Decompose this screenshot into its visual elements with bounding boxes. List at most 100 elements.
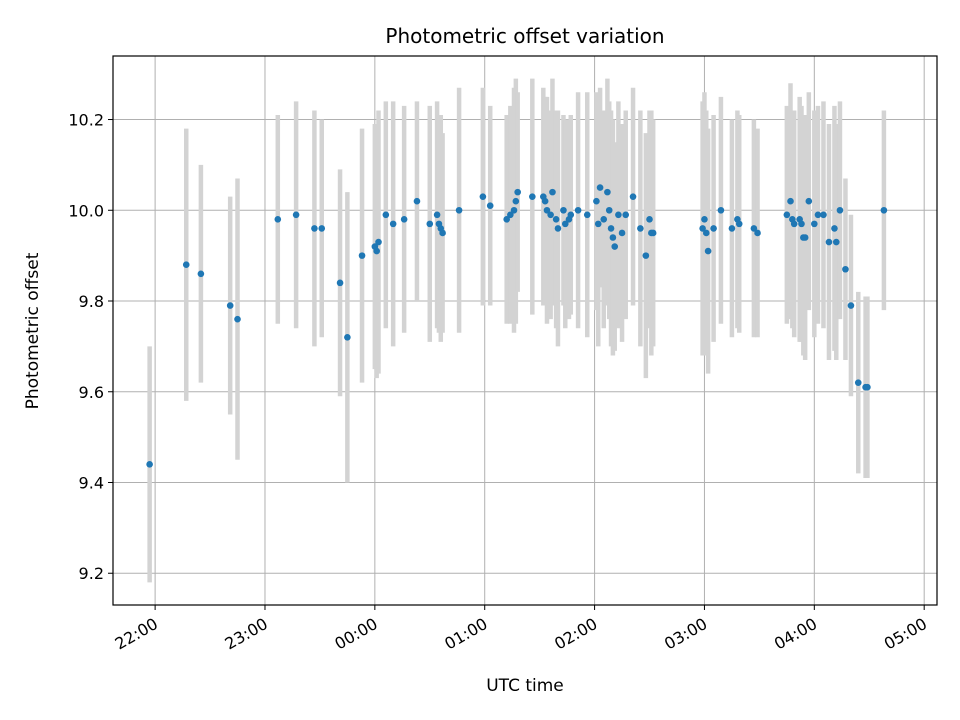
y-tick-label: 10.0	[68, 201, 104, 220]
chart-title: Photometric offset variation	[385, 24, 664, 48]
data-point	[629, 193, 637, 200]
data-point	[358, 252, 366, 259]
x-axis-ticks: 22:00 23:00 00:00 01:00 02:00 03:00 04:00 05:00	[112, 605, 930, 654]
data-point	[790, 220, 798, 228]
data-point	[336, 279, 344, 287]
error-bars	[147, 78, 887, 583]
data-point	[842, 265, 849, 273]
data-point	[783, 211, 791, 219]
data-point	[710, 225, 717, 232]
data-point	[836, 206, 844, 214]
data-point	[554, 225, 562, 232]
data-point	[510, 206, 518, 214]
data-point	[618, 229, 626, 237]
x-tick-label: 01:00	[441, 614, 490, 654]
x-tick-label: 04:00	[771, 614, 820, 654]
data-point	[754, 229, 761, 237]
data-point	[413, 197, 421, 205]
data-point	[825, 238, 833, 246]
data-point	[594, 220, 602, 228]
data-point	[864, 383, 871, 391]
x-tick-label: 22:00	[112, 614, 161, 654]
data-point	[274, 216, 282, 223]
x-axis-label: UTC time	[486, 676, 564, 696]
data-point	[567, 211, 575, 219]
data-point	[561, 220, 569, 228]
data-point	[831, 225, 838, 232]
data-point	[699, 225, 706, 232]
data-point	[702, 229, 710, 237]
data-point	[854, 379, 862, 386]
data-point	[507, 211, 514, 219]
y-axis-ticks: 9.2 9.4 9.6 9.8 10.0 10.2	[68, 111, 113, 583]
x-tick-label: 02:00	[551, 614, 600, 654]
data-point	[607, 225, 615, 232]
data-point	[604, 188, 611, 196]
data-point	[805, 197, 813, 205]
y-tick-label: 10.2	[68, 111, 104, 130]
data-point	[642, 252, 650, 259]
data-point	[811, 220, 818, 228]
data-point	[787, 197, 794, 205]
data-point	[583, 211, 591, 219]
data-point	[832, 238, 840, 246]
data-point	[605, 206, 613, 214]
y-tick-label: 9.2	[79, 564, 104, 583]
data-point	[552, 216, 560, 223]
data-point	[514, 188, 521, 196]
data-point	[649, 229, 657, 237]
data-point	[593, 197, 600, 205]
y-tick-label: 9.4	[79, 473, 104, 492]
data-point	[547, 211, 554, 219]
data-point	[311, 225, 318, 232]
data-point	[400, 216, 408, 223]
y-axis-label: Photometric offset	[23, 252, 43, 409]
data-point	[512, 197, 520, 205]
data-point	[197, 270, 205, 278]
data-point	[375, 238, 382, 246]
data-point	[486, 202, 494, 210]
data-point	[596, 184, 604, 191]
data-point	[801, 234, 809, 241]
data-point	[637, 225, 644, 232]
data-point	[344, 334, 351, 341]
data-point	[600, 216, 608, 223]
data-points	[146, 184, 888, 468]
x-tick-label: 23:00	[222, 614, 271, 654]
data-point	[820, 211, 827, 219]
data-point	[433, 211, 441, 219]
y-tick-label: 9.8	[79, 292, 104, 311]
data-point	[292, 211, 300, 219]
data-point	[318, 225, 326, 232]
data-point	[798, 220, 805, 228]
data-point	[455, 206, 463, 214]
data-point	[735, 220, 743, 228]
data-point	[549, 188, 556, 196]
data-point	[479, 193, 487, 200]
x-tick-label: 00:00	[331, 614, 380, 654]
y-tick-label: 9.6	[79, 383, 104, 402]
data-point	[717, 206, 725, 214]
data-point	[701, 216, 708, 223]
data-point	[622, 211, 630, 219]
data-point	[615, 211, 622, 219]
data-point	[750, 225, 758, 232]
data-point	[234, 315, 241, 323]
data-point	[611, 243, 619, 250]
x-tick-label: 03:00	[661, 614, 710, 654]
data-point	[847, 302, 855, 309]
data-point	[560, 206, 567, 214]
data-point	[814, 211, 822, 219]
data-point	[226, 302, 234, 309]
data-point	[574, 206, 582, 214]
data-point	[382, 211, 390, 219]
data-point	[609, 234, 617, 241]
data-point	[389, 220, 397, 228]
data-point	[373, 247, 380, 255]
data-point	[439, 229, 446, 237]
data-point	[880, 206, 888, 214]
data-point	[646, 216, 653, 223]
data-point	[728, 225, 736, 232]
data-point	[529, 193, 536, 200]
